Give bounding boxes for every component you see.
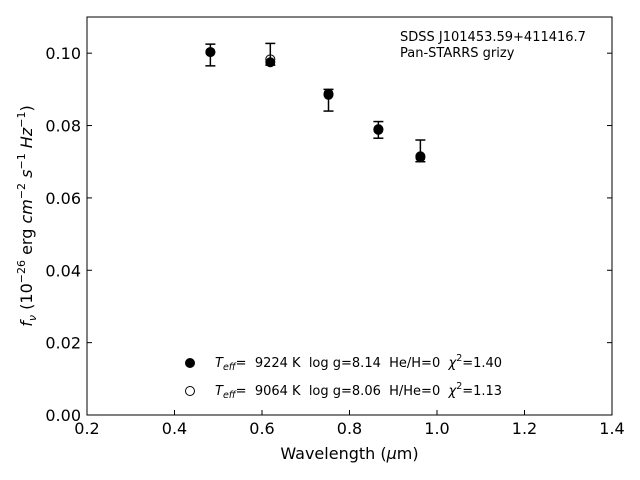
y-tick-label: 0.02	[45, 334, 81, 353]
x-tick-label: 1.0	[424, 419, 449, 438]
x-tick-label: 0.2	[74, 419, 99, 438]
legend: Teff= 9224 K log g=8.14 He/H=0 χ2=1.40 T…	[185, 353, 502, 401]
axis-ticks: 0.2 0.4 0.6 0.8 1.0 1.2 1.4 0.00 0.02 0.04 0.06 0.0…	[45, 44, 624, 438]
filled-point	[373, 124, 384, 135]
legend-marker-open	[185, 386, 195, 396]
y-tick-label: 0.10	[45, 44, 81, 63]
x-tick-label: 1.2	[512, 419, 537, 438]
data-points	[205, 47, 426, 163]
filled-point	[205, 47, 216, 58]
legend-marker-filled	[185, 358, 195, 368]
annotation-line-1: SDSS J101453.59+411416.7	[400, 30, 586, 45]
filled-point	[265, 57, 276, 68]
x-tick-label: 0.4	[162, 419, 187, 438]
x-tick-label: 0.6	[249, 419, 274, 438]
y-tick-label: 0.00	[45, 406, 81, 425]
annotation-line-2: Pan-STARRS grizy	[400, 46, 515, 61]
filled-point	[415, 151, 426, 162]
y-tick-label: 0.04	[45, 261, 81, 280]
legend-label-2: Teff= 9064 K log g=8.06 H/He=0 χ2=1.13	[215, 381, 502, 401]
x-axis-label: Wavelength (μm)	[280, 444, 418, 463]
y-tick-label: 0.06	[45, 189, 81, 208]
x-tick-label: 0.8	[337, 419, 362, 438]
plot-frame	[86, 16, 613, 416]
filled-point	[323, 89, 334, 100]
y-tick-label: 0.08	[45, 117, 81, 136]
x-tick-label: 1.4	[599, 419, 624, 438]
legend-label-1: Teff= 9224 K log g=8.14 He/H=0 χ2=1.40	[215, 353, 502, 373]
y-axis-label: fν (10−26 erg cm−2 s−1 Hz−1)	[15, 105, 39, 326]
